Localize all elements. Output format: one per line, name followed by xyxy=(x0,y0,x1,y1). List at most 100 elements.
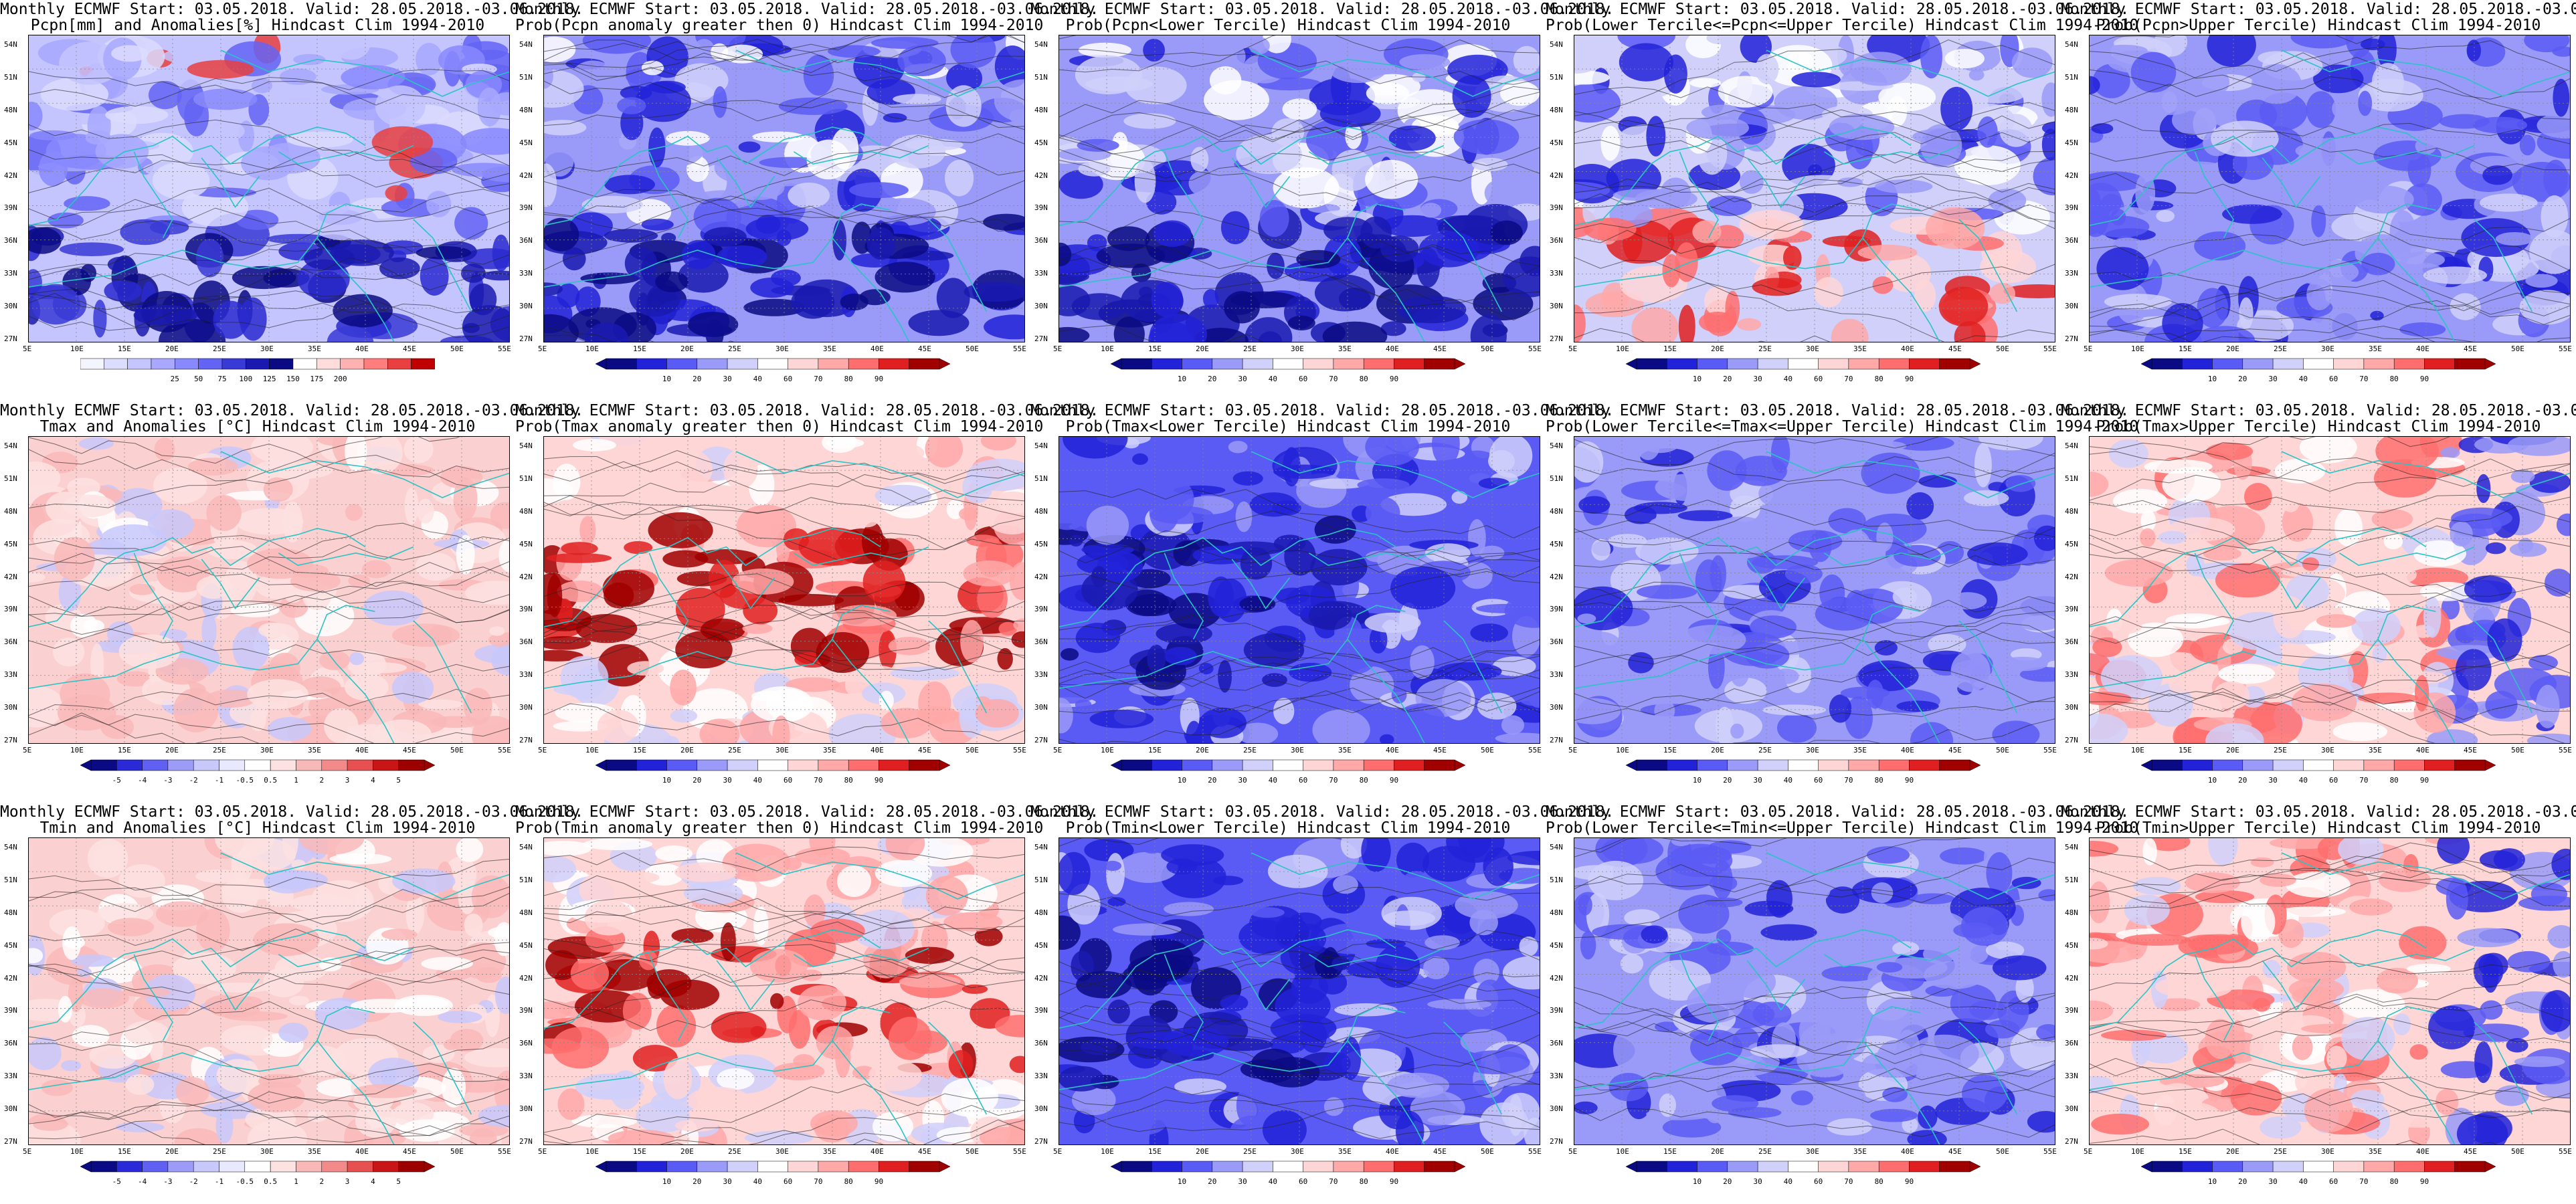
contour-line xyxy=(2089,1128,2499,1145)
longitude-tick-label: 30E xyxy=(260,344,274,353)
field-patch xyxy=(2450,521,2473,546)
colorbar-tick-label: 90 xyxy=(2419,375,2429,383)
latitude-tick-label: 45N xyxy=(1550,138,1563,147)
colorbar-segment xyxy=(347,1161,373,1173)
panel-title: Prob(Tmax>Upper Tercile) Hindcast Clim 1… xyxy=(2096,418,2541,435)
latitude-tick-label: 39N xyxy=(1550,1006,1563,1015)
field-patch xyxy=(236,209,279,230)
colorbar-tick-label: 40 xyxy=(1783,375,1793,383)
coastline xyxy=(2089,1006,2436,1090)
colorbar-tick-label: 25 xyxy=(170,375,179,383)
colorbar-segment xyxy=(1757,759,1788,771)
contour-line xyxy=(1059,1083,1540,1132)
field-patch xyxy=(1360,216,1392,249)
colorbar-segment xyxy=(1182,759,1213,771)
field-patch xyxy=(1500,81,1540,106)
field-patch xyxy=(1078,42,1131,58)
field-patch xyxy=(2249,702,2302,744)
field-patch xyxy=(2222,204,2282,224)
field-patch xyxy=(2156,209,2175,222)
colorbar xyxy=(1111,1161,1465,1173)
field-patch xyxy=(2089,472,2109,497)
colorbar-tick-label: 0.5 xyxy=(264,1177,278,1186)
latitude-tick-label: 48N xyxy=(1550,105,1563,114)
colorbar-tick-label: 20 xyxy=(2238,1177,2247,1186)
coastline xyxy=(133,954,173,1041)
colorbar-tick-label: 20 xyxy=(693,776,702,785)
colorbar-tick-label: 90 xyxy=(874,776,884,785)
longitude-tick-label: 35E xyxy=(308,746,321,755)
coastline xyxy=(1679,553,1719,639)
colorbar-tick-label: 90 xyxy=(2419,776,2429,785)
contour-line xyxy=(1059,690,1540,744)
colorbar-tick-label: 80 xyxy=(2389,776,2399,785)
contour-line xyxy=(1059,668,1540,691)
field-patch xyxy=(773,1062,825,1081)
field-patch xyxy=(998,621,1018,636)
field-patch xyxy=(2383,533,2403,550)
longitude-tick-label: 55E xyxy=(1528,344,1542,353)
field-patch xyxy=(1916,1056,1942,1098)
contour-line xyxy=(28,288,510,338)
field-patch xyxy=(1671,837,1692,846)
latitude-tick-label: 51N xyxy=(519,72,533,82)
field-patch xyxy=(1706,35,1736,45)
field-patch xyxy=(608,1129,675,1145)
longitude-tick-label: 15E xyxy=(118,1147,131,1156)
colorbar-segment xyxy=(1848,358,1879,370)
field-patch xyxy=(648,512,713,548)
field-patch xyxy=(1061,35,1087,49)
colorbar-segment xyxy=(175,358,199,370)
field-patch xyxy=(345,436,367,471)
colorbar-tick-label: 200 xyxy=(333,375,347,383)
field-patch xyxy=(40,78,109,111)
colorbar-tick-label: 30 xyxy=(2268,1177,2278,1186)
field-patch xyxy=(2204,925,2237,936)
field-patch xyxy=(963,560,1016,587)
longitude-tick-label: 50E xyxy=(2511,1147,2524,1156)
field-patch xyxy=(421,957,473,971)
colorbar-tick-label: 60 xyxy=(783,375,793,383)
coastline xyxy=(1251,49,1396,73)
field-patch xyxy=(28,1037,62,1070)
colorbar-segment xyxy=(2212,358,2243,370)
longitude-tick-label: 45E xyxy=(1948,344,1962,353)
field-patch xyxy=(2100,126,2126,157)
field-patch xyxy=(351,999,418,1013)
field-patch xyxy=(104,280,142,302)
field-patch xyxy=(2101,1029,2167,1041)
field-patch xyxy=(2089,187,2102,221)
field-patch xyxy=(1730,723,1744,739)
colorbar-segment xyxy=(879,358,910,370)
colorbar-tick-label: 20 xyxy=(2238,776,2247,785)
field-patch xyxy=(1263,1057,1320,1088)
coastline xyxy=(1823,947,1960,968)
map-field xyxy=(1059,35,1540,342)
longitude-tick-label: 15E xyxy=(1663,1147,1677,1156)
field-patch xyxy=(2461,218,2531,258)
field-patch xyxy=(1574,586,1633,631)
latitude-tick-label: 48N xyxy=(4,105,17,114)
field-patch xyxy=(1739,209,1804,239)
field-patch xyxy=(356,662,407,674)
colorbar-tick-label: 3 xyxy=(345,1177,350,1186)
field-patch xyxy=(1745,642,1790,669)
field-patch xyxy=(331,35,371,60)
coastline xyxy=(543,929,881,1029)
panel-header: Monthly ECMWF Start: 03.05.2018. Valid: … xyxy=(515,1,1099,18)
colorbar-segment xyxy=(2303,358,2334,370)
colorbar-tick-label: 10 xyxy=(1177,1177,1187,1186)
field-patch xyxy=(732,568,794,595)
colorbar-tick-label: 90 xyxy=(1389,375,1399,383)
coastline xyxy=(1958,219,2018,312)
colorbar xyxy=(80,759,435,771)
field-patch xyxy=(1639,436,1681,454)
field-patch xyxy=(214,837,275,858)
longitude-tick-label: 35E xyxy=(1853,344,1867,353)
longitude-tick-label: 40E xyxy=(2416,746,2429,755)
coastline xyxy=(1251,451,1396,474)
field-patch xyxy=(597,643,650,687)
field-patch xyxy=(1103,860,1122,872)
latitude-tick-label: 33N xyxy=(1034,269,1048,278)
colorbar-high-triangle xyxy=(939,358,950,370)
